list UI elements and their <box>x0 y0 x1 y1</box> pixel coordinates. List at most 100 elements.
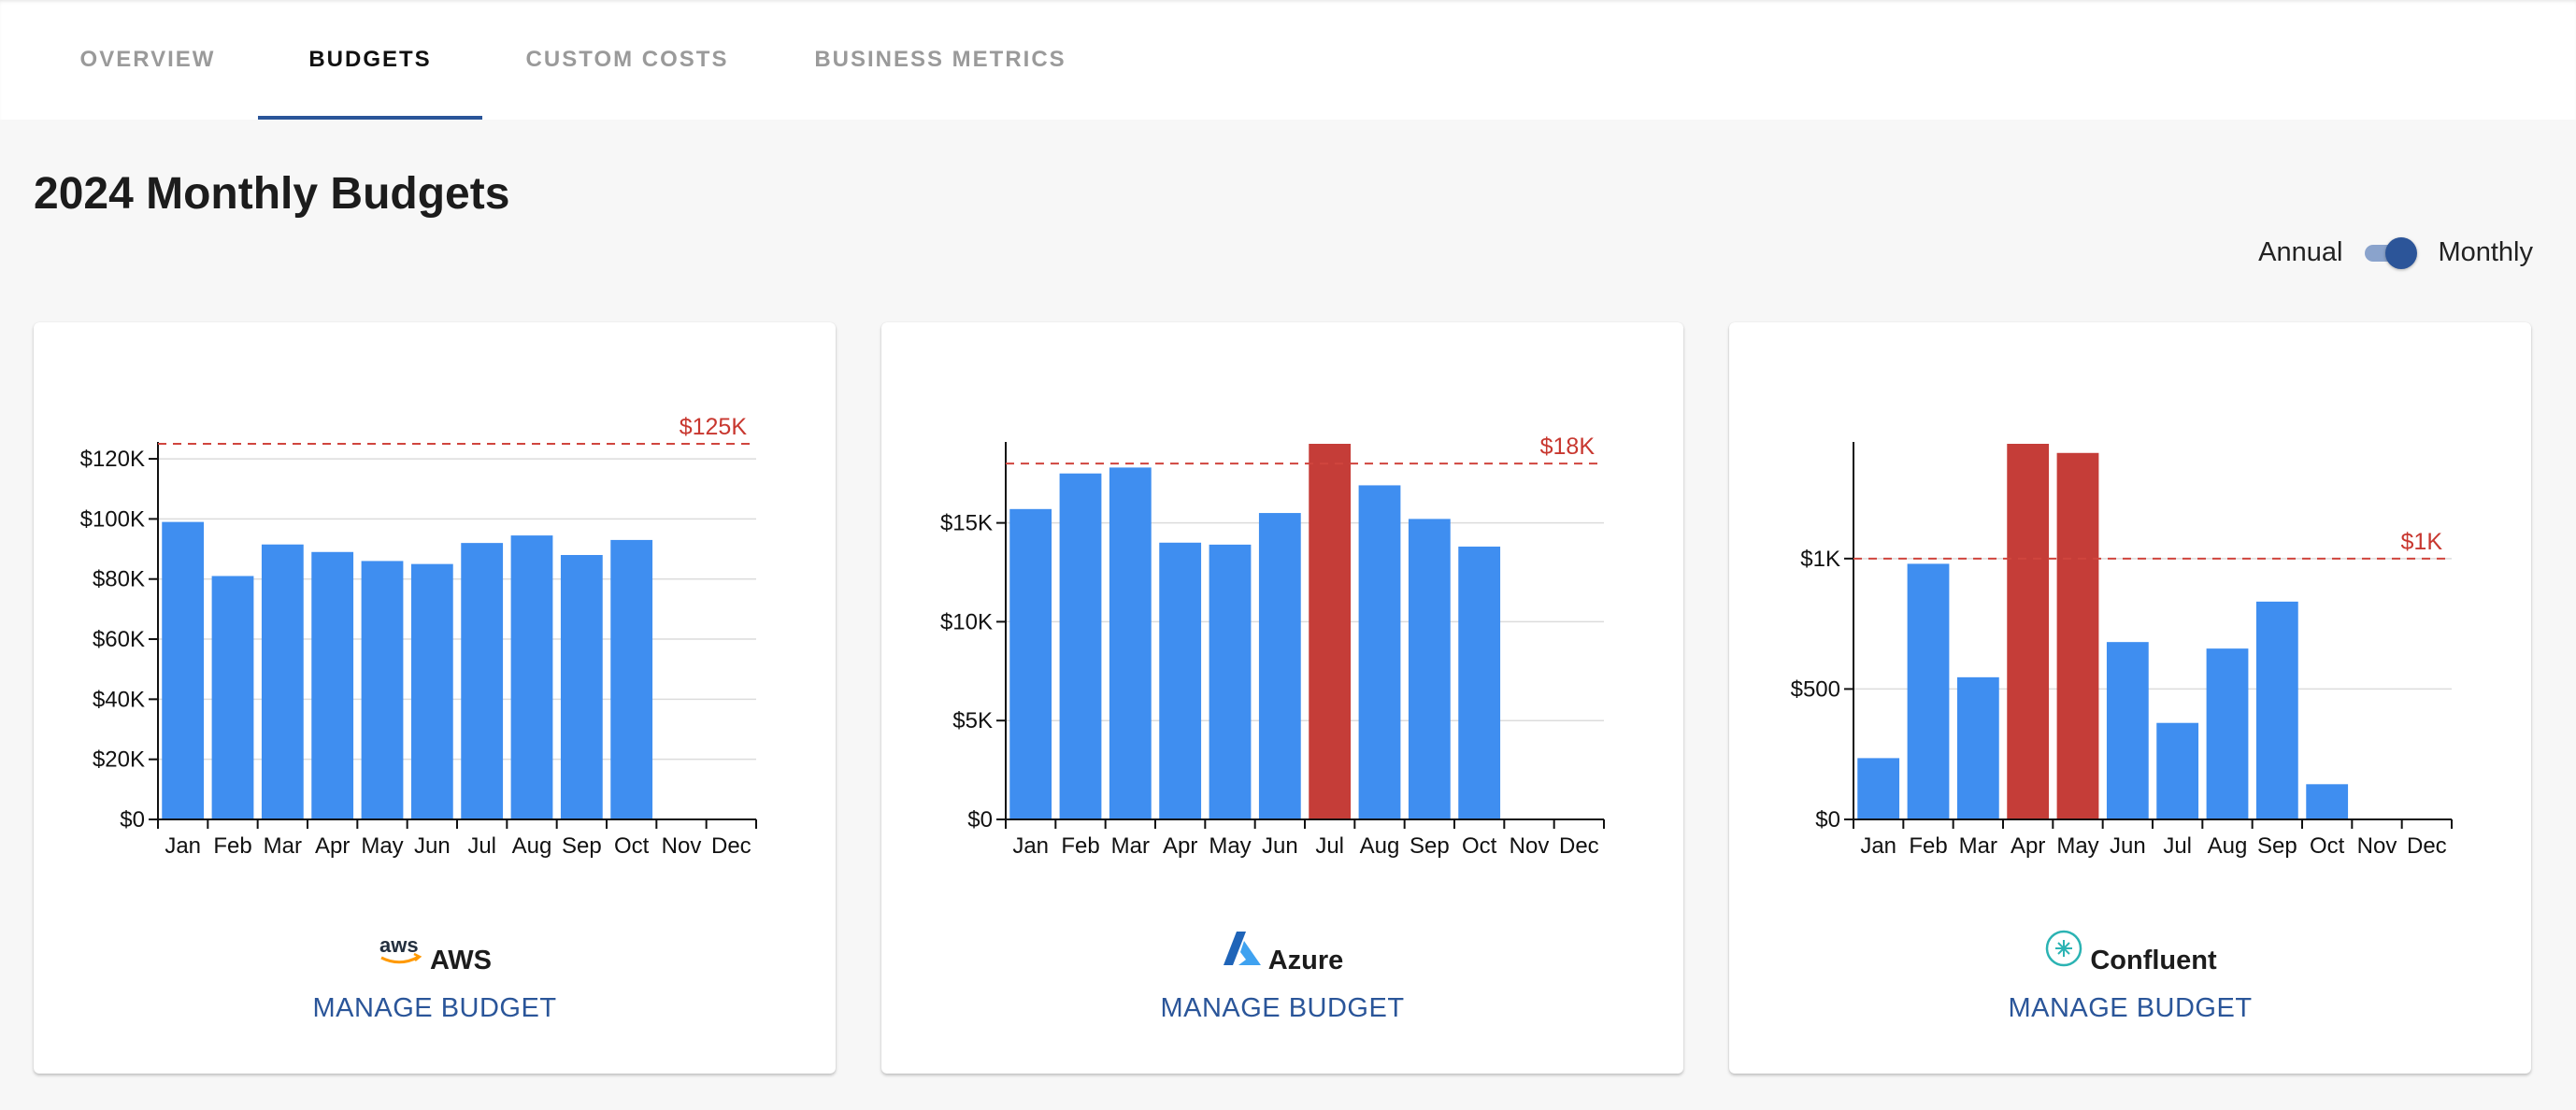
manage-budget-button[interactable]: MANAGE BUDGET <box>1160 993 1405 1023</box>
bar-feb[interactable] <box>1059 473 1102 819</box>
bar-aug[interactable] <box>510 535 553 819</box>
bar-mar[interactable] <box>261 544 304 819</box>
bar-apr[interactable] <box>311 551 354 819</box>
provider-label: Azure <box>881 920 1683 976</box>
manage-budget-button[interactable]: MANAGE BUDGET <box>312 993 557 1023</box>
aws-budget-chart: $0 $20K $40K $60K $80K $100K $120K Jan Feb Mar Apr… <box>80 414 757 859</box>
x-tick-label: Jul <box>467 833 496 859</box>
provider-label: Confluent <box>1729 920 2531 976</box>
bar-mar[interactable] <box>1956 676 1999 819</box>
y-tick-label: $10K <box>940 609 993 634</box>
x-tick-label: Jan <box>165 833 201 859</box>
bar-oct[interactable] <box>1458 547 1501 819</box>
bar-jun[interactable] <box>410 563 453 819</box>
x-tick-label: Mar <box>264 833 302 859</box>
confluent-budget-chart: $0 $500 $1K Jan Feb Mar Apr May Jun Jul Aug Sep Oct N… <box>1791 442 2453 859</box>
x-tick-label: Jan <box>1012 833 1049 859</box>
bar-apr[interactable] <box>2007 444 2050 819</box>
x-tick-label: Nov <box>2357 833 2397 859</box>
provider-name: Confluent <box>2090 946 2217 975</box>
bar-sep[interactable] <box>560 554 603 819</box>
switch-thumb[interactable] <box>2385 237 2418 269</box>
bar-sep[interactable] <box>1408 519 1451 819</box>
bar-feb[interactable] <box>1907 563 1950 819</box>
bar-jan[interactable] <box>1857 758 1900 819</box>
bar-jul[interactable] <box>2156 722 2199 819</box>
x-tick-label: Feb <box>1909 833 1947 859</box>
x-tick-label: Nov <box>1510 833 1550 859</box>
bar-aug[interactable] <box>2206 648 2249 819</box>
y-tick-label: $0 <box>967 807 993 832</box>
x-tick-label: Feb <box>1061 833 1099 859</box>
x-tick-label: Jul <box>2163 833 2192 859</box>
page-title: 2024 Monthly Budgets <box>34 169 510 219</box>
bar-jun[interactable] <box>1258 513 1301 819</box>
bar-feb[interactable] <box>211 576 254 819</box>
y-tick-label: $40K <box>93 687 145 712</box>
x-tick-label: Dec <box>1559 833 1599 859</box>
bar-may[interactable] <box>2056 452 2099 819</box>
budget-label: $125K <box>680 414 748 440</box>
x-tick-label: Dec <box>2407 833 2447 859</box>
y-tick-label: $1K <box>1800 547 1840 572</box>
aws-logo-icon: aws <box>378 932 424 976</box>
x-tick-label: Oct <box>614 833 650 859</box>
x-tick-label: Sep <box>2257 833 2297 859</box>
tab-budgets[interactable]: BUDGETS <box>258 0 482 120</box>
period-switch[interactable] <box>2363 234 2418 271</box>
y-tick-label: $120K <box>80 447 145 472</box>
bar-jul[interactable] <box>1309 444 1352 819</box>
azure-budget-chart: $0 $5K $10K $15K Jan Feb Mar Apr May Jun Jul Aug Sep… <box>940 434 1605 859</box>
tab-overview[interactable]: OVERVIEW <box>79 47 216 72</box>
x-tick-label: Aug <box>512 833 552 859</box>
x-tick-label: May <box>361 833 403 859</box>
bar-jan[interactable] <box>1009 508 1052 819</box>
azure-logo-icon <box>1222 928 1263 976</box>
budget-label: $1K <box>2401 529 2443 555</box>
provider-label: aws AWS <box>34 920 836 976</box>
bar-may[interactable] <box>1209 544 1252 819</box>
y-tick-label: $0 <box>120 807 145 832</box>
y-tick-label: $5K <box>952 708 993 733</box>
x-tick-label: Sep <box>562 833 602 859</box>
tab-custom-costs[interactable]: CUSTOM COSTS <box>525 47 729 72</box>
bar-may[interactable] <box>361 561 404 819</box>
x-tick-label: Dec <box>711 833 751 859</box>
budget-card-confluent: $0 $500 $1K Jan Feb Mar Apr May Jun Jul Aug Sep Oct N… <box>1729 322 2531 1074</box>
budget-card-azure: $0 $5K $10K $15K Jan Feb Mar Apr May Jun Jul Aug Sep… <box>881 322 1683 1074</box>
toggle-label-annual[interactable]: Annual <box>2258 236 2343 267</box>
bar-aug[interactable] <box>1358 485 1401 819</box>
budget-label: $18K <box>1540 434 1596 460</box>
x-tick-label: Feb <box>213 833 251 859</box>
x-tick-label: Apr <box>1163 833 1197 859</box>
provider-name: AWS <box>429 946 493 975</box>
x-tick-label: Mar <box>1959 833 1997 859</box>
x-tick-label: Mar <box>1111 833 1150 859</box>
top-tab-bar: OVERVIEW BUDGETS CUSTOM COSTS BUSINESS M… <box>0 0 2576 120</box>
x-tick-label: May <box>1209 833 1251 859</box>
y-tick-label: $80K <box>93 567 145 592</box>
period-toggle: Annual Monthly <box>2258 234 2533 271</box>
bar-apr[interactable] <box>1159 542 1202 819</box>
tab-business-metrics[interactable]: BUSINESS METRICS <box>814 47 1066 72</box>
bar-jan[interactable] <box>162 521 205 819</box>
toggle-label-monthly[interactable]: Monthly <box>2438 236 2533 267</box>
bar-oct[interactable] <box>2306 784 2349 819</box>
y-tick-label: $500 <box>1791 676 1840 702</box>
x-tick-label: Aug <box>1360 833 1400 859</box>
x-tick-label: Sep <box>1410 833 1450 859</box>
y-tick-label: $20K <box>93 747 145 773</box>
manage-budget-button[interactable]: MANAGE BUDGET <box>2008 993 2253 1023</box>
bar-mar[interactable] <box>1109 467 1152 819</box>
bar-jun[interactable] <box>2106 642 2149 819</box>
x-tick-label: Oct <box>1462 833 1497 859</box>
x-tick-label: Jun <box>2110 833 2146 859</box>
x-tick-label: Nov <box>662 833 702 859</box>
bar-jul[interactable] <box>461 543 504 819</box>
x-tick-label: Jun <box>414 833 451 859</box>
bar-sep[interactable] <box>2255 601 2298 819</box>
svg-text:aws: aws <box>379 933 419 957</box>
confluent-logo-icon <box>2043 928 2084 976</box>
x-tick-label: Apr <box>2011 833 2045 859</box>
bar-oct[interactable] <box>610 539 653 819</box>
